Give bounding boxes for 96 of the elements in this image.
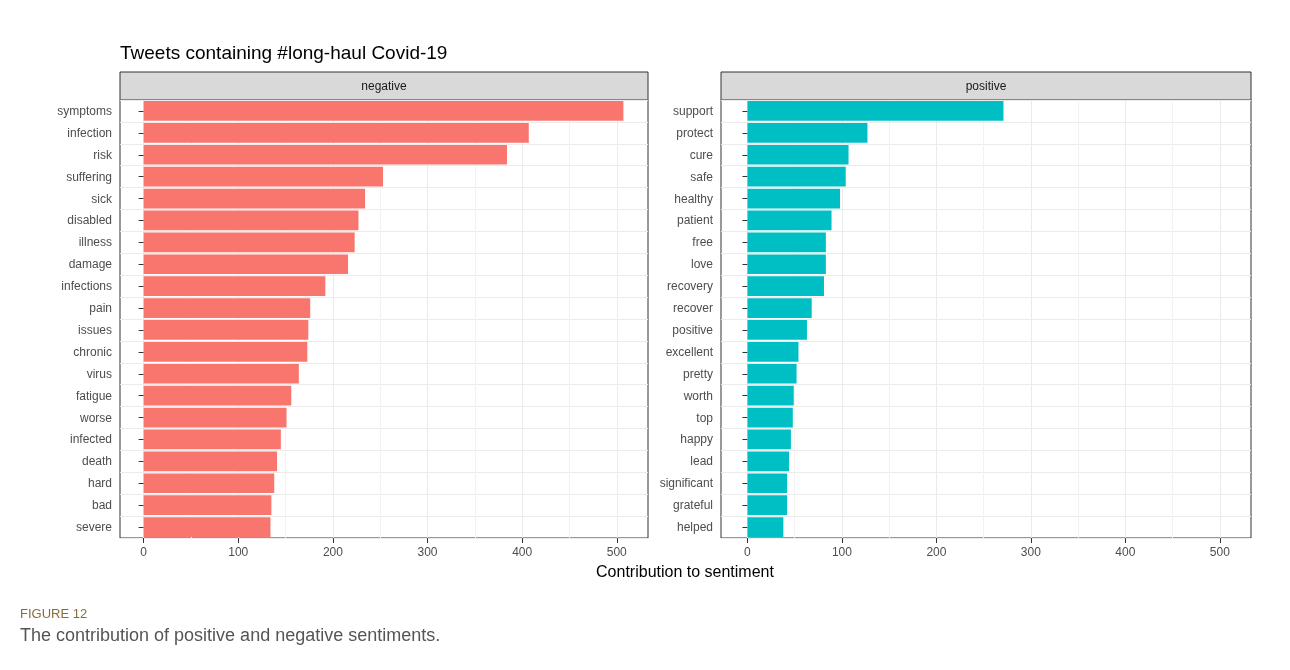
bar (747, 320, 807, 340)
bar (143, 188, 366, 209)
y-tick-label: excellent (665, 344, 714, 359)
bar (747, 473, 788, 494)
y-tick-label: love (690, 257, 714, 272)
y-tick-label: positive (672, 322, 714, 337)
bar (143, 298, 311, 318)
y-tick-label: patient (676, 213, 714, 228)
y-tick-label: safe (690, 169, 714, 184)
y-tick-label: pretty (682, 366, 713, 381)
bar (143, 232, 355, 253)
x-axis-title: Contribution to sentiment (595, 563, 775, 581)
y-tick-label: virus (86, 366, 112, 381)
bar (747, 254, 826, 275)
bar (143, 363, 299, 384)
bar (747, 385, 794, 406)
y-tick-label: suffering (66, 169, 112, 184)
y-tick-label: issues (77, 322, 112, 337)
y-tick-label: disabled (67, 213, 112, 228)
bar (143, 144, 508, 165)
y-tick-label: damage (68, 257, 113, 272)
x-tick-label: 300 (417, 545, 438, 559)
y-tick-label: sick (91, 191, 113, 206)
bar (747, 210, 832, 231)
chart-subtitle: positive (965, 79, 1007, 93)
x-tick-label: 100 (228, 545, 249, 559)
x-tick-label: 200 (926, 545, 947, 559)
y-tick-label: significant (659, 476, 714, 491)
y-tick-label: risk (93, 147, 113, 162)
y-tick-label: healthy (674, 191, 713, 206)
bar (143, 210, 359, 231)
x-tick-label: 0 (140, 545, 148, 559)
y-tick-label: free (692, 235, 714, 250)
bar (143, 407, 287, 428)
y-tick-label: support (672, 103, 714, 118)
bar (747, 429, 791, 450)
y-tick-label: infection (67, 125, 112, 140)
chart-title: Tweets containing #long-haul Covid-19 (120, 42, 448, 64)
y-tick-label: recover (672, 301, 713, 316)
y-tick-label: severe (75, 520, 113, 535)
bar (143, 429, 281, 450)
y-tick-label: worth (682, 388, 713, 403)
y-tick-label: helped (676, 520, 713, 535)
bar (747, 298, 812, 318)
y-tick-label: symptoms (57, 103, 112, 118)
bar (747, 342, 799, 362)
bar (747, 166, 846, 187)
y-tick-label: bad (91, 498, 112, 513)
x-tick-label: 400 (1115, 545, 1136, 559)
y-tick-label: hard (87, 476, 112, 491)
y-tick-label: recovery (666, 279, 713, 294)
bar (143, 473, 275, 494)
y-tick-label: happy (680, 432, 713, 447)
bar (143, 166, 384, 187)
y-tick-label: grateful (672, 498, 713, 513)
bar (747, 232, 826, 253)
bar (143, 320, 309, 340)
bar (747, 188, 841, 209)
x-tick-label: 400 (512, 545, 533, 559)
y-tick-label: top (696, 410, 714, 425)
y-tick-label: protect (676, 125, 714, 140)
bar (747, 363, 797, 384)
y-tick-label: lead (690, 454, 713, 469)
bar (143, 276, 326, 297)
bar (143, 385, 292, 406)
y-tick-label: cure (689, 147, 714, 162)
bar (143, 451, 278, 472)
x-tick-label: 100 (831, 545, 853, 559)
y-tick-label: illness (78, 235, 112, 250)
chart-subtitle: negative (361, 79, 408, 93)
bar (143, 342, 308, 362)
x-tick-label: 300 (1020, 545, 1042, 559)
y-tick-label: fatigue (75, 388, 113, 403)
bar (747, 276, 824, 297)
bar (747, 495, 788, 516)
y-tick-label: pain (89, 301, 112, 316)
x-tick-label: 0 (744, 545, 752, 559)
bar (747, 144, 849, 165)
y-tick-label: chronic (73, 344, 112, 359)
bar (747, 517, 784, 537)
bar (143, 254, 349, 275)
y-tick-label: infections (61, 279, 112, 294)
y-tick-label: worse (78, 410, 113, 425)
x-tick-label: 200 (322, 545, 344, 559)
y-tick-label: death (81, 454, 112, 469)
caption: FIGURE 12 (20, 606, 88, 621)
bar (747, 123, 868, 143)
x-tick-label: 500 (606, 545, 628, 559)
bar (143, 495, 272, 516)
bar (747, 451, 790, 472)
bar (143, 517, 271, 537)
x-tick-label: 500 (1209, 545, 1231, 559)
bar (143, 123, 529, 143)
bar (747, 407, 793, 428)
y-tick-label: infected (69, 432, 112, 447)
text: The contribution of positive and negative sentiments. (20, 625, 441, 646)
